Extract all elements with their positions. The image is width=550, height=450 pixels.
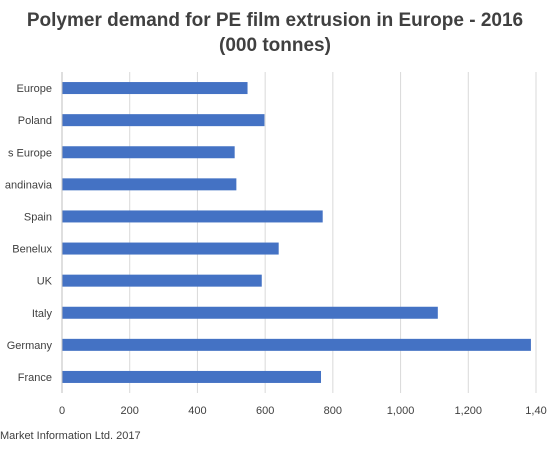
y-tick-label: andinavia bbox=[5, 179, 53, 191]
x-tick-label: 200 bbox=[121, 405, 139, 417]
y-tick-label: Poland bbox=[18, 115, 52, 127]
bar bbox=[62, 146, 235, 159]
chart-title: Polymer demand for PE film extrusion in … bbox=[0, 8, 550, 58]
x-tick-label: 1,40 bbox=[525, 405, 546, 417]
bar bbox=[62, 274, 262, 287]
x-tick-label: 400 bbox=[188, 405, 206, 417]
y-tick-label: Benelux bbox=[12, 244, 52, 256]
bar bbox=[62, 242, 279, 255]
bar bbox=[62, 306, 438, 319]
x-tick-label: 600 bbox=[256, 405, 274, 417]
bar bbox=[62, 338, 531, 351]
x-tick-label: 800 bbox=[324, 405, 342, 417]
bars bbox=[62, 82, 531, 383]
x-tick-label: 0 bbox=[59, 405, 65, 417]
bar bbox=[62, 178, 237, 191]
bar bbox=[62, 82, 248, 95]
tick-labels: 0 200 400 600 800 1,000 1,200 1,40 France Germany… bbox=[5, 83, 547, 417]
x-tick-label: 1,200 bbox=[455, 405, 483, 417]
y-tick-label: Germany bbox=[7, 340, 53, 352]
y-tick-label: s Europe bbox=[8, 147, 52, 159]
bar bbox=[62, 210, 323, 223]
chart-title-line1: Polymer demand for PE film extrusion in … bbox=[26, 10, 524, 31]
x-tick-label: 1,000 bbox=[387, 405, 415, 417]
source-note: Market Information Ltd. 2017 bbox=[0, 430, 141, 442]
y-tick-label: Spain bbox=[24, 211, 52, 223]
y-tick-label: UK bbox=[37, 276, 53, 288]
y-tick-label: Italy bbox=[32, 308, 53, 320]
y-tick-label: France bbox=[18, 372, 52, 384]
bar bbox=[62, 114, 265, 127]
chart-title-line2: (000 tonnes) bbox=[219, 35, 331, 56]
y-tick-label: Europe bbox=[17, 83, 52, 95]
bar bbox=[62, 370, 322, 383]
